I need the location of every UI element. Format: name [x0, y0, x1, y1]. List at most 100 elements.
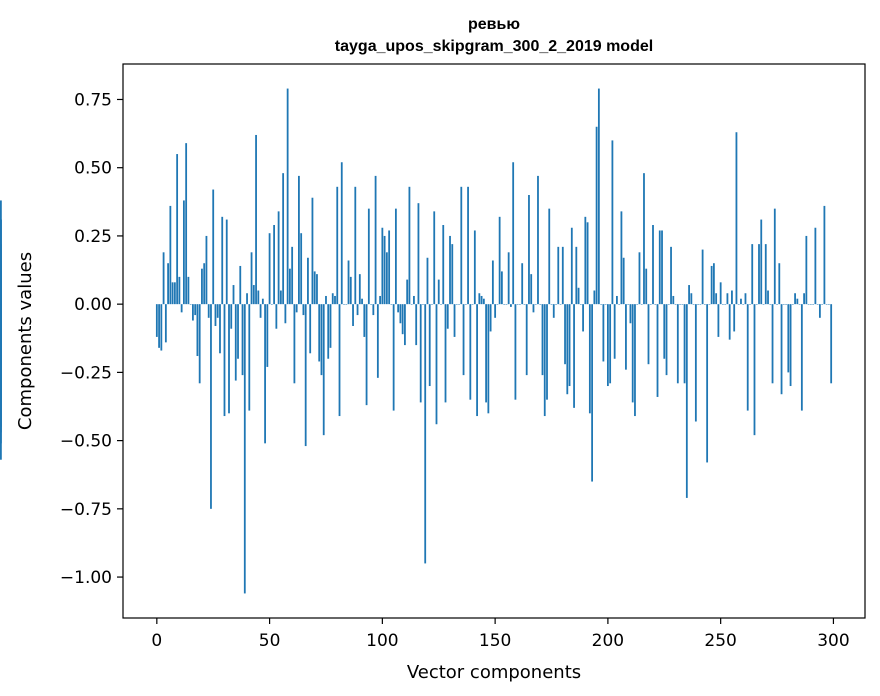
bar-132 [453, 304, 456, 337]
bar-149 [491, 260, 494, 305]
bar-150 [494, 304, 497, 318]
bar-245 [708, 304, 711, 305]
bar-63 [298, 175, 300, 305]
bar-260 [742, 304, 745, 305]
bar-236 [688, 285, 690, 305]
bar-43 [252, 285, 255, 305]
bar-126 [440, 304, 442, 305]
bar-168 [534, 304, 537, 305]
bar-280 [787, 304, 790, 373]
bar-128 [444, 304, 447, 403]
bar-275 [776, 304, 778, 305]
bar-209 [627, 304, 630, 305]
bar-170 [539, 304, 542, 305]
bar-147 [487, 304, 490, 414]
bar-undefined [0, 219, 2, 305]
bar-31 [225, 219, 228, 305]
bar-146 [485, 304, 487, 403]
bar-250 [719, 282, 722, 305]
bar-262 [746, 304, 749, 411]
x-tick-label: 100 [366, 631, 398, 651]
bar-205 [618, 304, 621, 305]
bar-289 [807, 304, 810, 305]
bar-93 [365, 304, 368, 406]
bar-60 [291, 246, 294, 305]
bar-207 [622, 257, 625, 305]
bar-291 [812, 304, 815, 305]
bar-223 [658, 230, 661, 305]
bar-222 [656, 304, 659, 397]
bar-56 [282, 173, 285, 305]
chart-title: ревью [468, 16, 520, 33]
bar-276 [778, 263, 781, 305]
bar-284 [796, 298, 799, 305]
bar-1 [158, 304, 160, 348]
bar-94 [367, 208, 370, 305]
bar-167 [532, 304, 535, 313]
y-tick-label: 0.00 [74, 295, 112, 315]
bar-37 [239, 265, 242, 305]
bar-171 [541, 304, 544, 376]
bar-29 [221, 216, 224, 305]
bar-99 [379, 295, 381, 305]
bar-202 [611, 140, 614, 305]
bar-103 [388, 230, 391, 305]
bar-264 [751, 244, 754, 305]
bar-16 [192, 304, 194, 321]
bar-116 [417, 203, 420, 305]
bar-77 [329, 304, 332, 348]
bar-75 [325, 295, 327, 305]
bar-24 [210, 304, 212, 509]
bar-213 [636, 304, 639, 305]
bar-158 [512, 162, 515, 305]
bar-61 [293, 304, 296, 384]
bar-32 [228, 304, 230, 414]
bar-68 [309, 304, 312, 354]
bar-198 [602, 304, 605, 362]
bar-164 [525, 304, 528, 376]
bar-133 [455, 304, 458, 305]
bar-204 [616, 295, 618, 305]
bar-130 [449, 235, 451, 305]
bar-45 [257, 290, 260, 305]
y-tick-label: 0.75 [74, 90, 112, 110]
y-tick-label: −0.50 [60, 432, 112, 452]
bar-274 [773, 208, 776, 305]
bar-247 [712, 263, 715, 305]
bar-125 [437, 279, 440, 305]
bar-83 [343, 304, 345, 305]
bar-178 [557, 246, 560, 305]
bar-229 [672, 295, 675, 305]
bar-248 [715, 293, 718, 305]
bar-154 [503, 304, 506, 305]
bar-104 [390, 304, 393, 305]
bar-199 [604, 304, 607, 305]
bar-169 [537, 175, 539, 305]
bar-114 [413, 295, 415, 305]
bar-110 [404, 304, 406, 346]
bar-86 [349, 276, 352, 305]
bar-69 [311, 197, 314, 305]
bar-163 [523, 304, 526, 305]
bar-153 [500, 271, 503, 305]
bar-270 [764, 244, 767, 305]
bar-192 [588, 304, 591, 414]
bar-33 [230, 304, 233, 329]
bar-294 [818, 304, 821, 318]
bar-160 [516, 304, 519, 305]
bar-188 [579, 304, 582, 305]
bar-73 [320, 304, 323, 376]
bar-112 [408, 186, 411, 305]
bar-140 [471, 304, 474, 305]
bar-203 [613, 304, 616, 359]
bar-242 [701, 249, 704, 305]
bar-113 [410, 304, 413, 305]
bar-74 [322, 304, 325, 436]
bar-90 [358, 274, 361, 305]
bar-183 [568, 304, 571, 387]
bar-225 [663, 304, 666, 359]
bar-159 [514, 304, 517, 400]
bar-157 [510, 304, 512, 307]
bar-98 [376, 304, 379, 378]
